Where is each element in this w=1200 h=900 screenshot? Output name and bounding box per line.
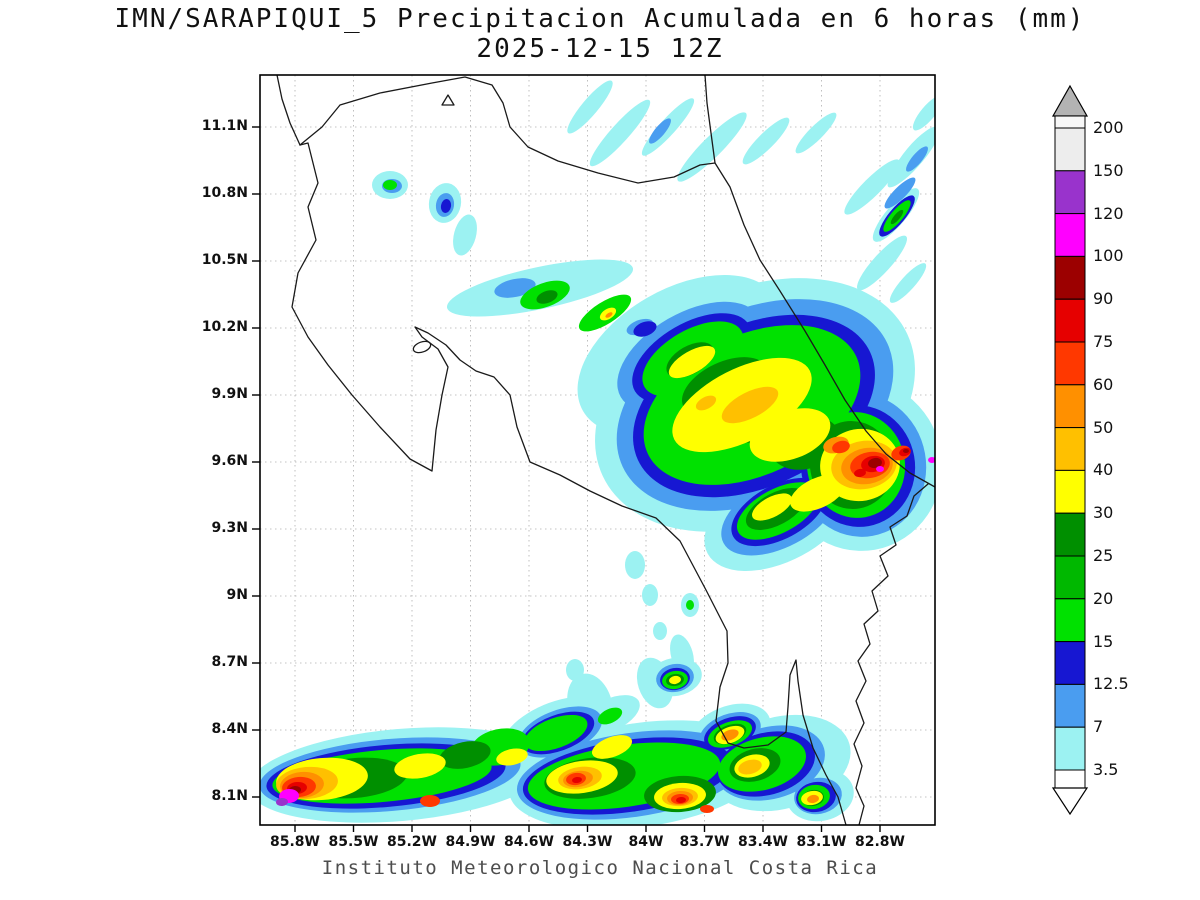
colorbar-tick-label: 75	[1093, 332, 1114, 351]
lon-tick-label: 84.6W	[504, 834, 554, 850]
lat-tick-label: 9.3N	[211, 520, 248, 536]
colorbar-tick-label: 30	[1093, 503, 1114, 523]
map-frame	[259, 74, 936, 826]
lat-tick-label: 11.1N	[201, 118, 248, 134]
lat-tick-label: 9.9N	[211, 386, 248, 402]
lon-tick-label: 84.9W	[445, 834, 496, 850]
panama-border	[853, 483, 929, 825]
volcano-marker-icon	[441, 94, 455, 106]
colorbar-tick-label: 100	[1093, 246, 1124, 266]
colorbar-tick-label: 90	[1093, 289, 1114, 309]
footer-credit: Instituto Meteorologico Nacional Costa R…	[321, 857, 879, 879]
title-block: IMN/SARAPIQUI_5 Precipitacion Acumulada …	[0, 4, 1200, 64]
lat-tick-label: 10.5N	[201, 252, 248, 268]
nicaragua-caribbean-coast	[704, 75, 716, 164]
lon-tick-label: 84.3W	[562, 834, 613, 850]
colorbar-tick-label: 120	[1093, 203, 1124, 223]
colorbar-tick-label: 12.5	[1093, 674, 1129, 694]
lat-tick-label: 9.6N	[211, 453, 248, 469]
lat-tick-label: 10.2N	[201, 319, 248, 335]
gulf-island	[412, 340, 432, 354]
coastline	[276, 75, 935, 825]
lon-tick-label: 83.4W	[738, 834, 788, 850]
colorbar-tick-label: 25	[1093, 546, 1114, 565]
colorbar-tick-label: 7	[1093, 717, 1104, 737]
colorbar-tick-label: 60	[1093, 374, 1114, 394]
colorbar-tick-label: 3.5	[1093, 760, 1119, 779]
lat-tick-label: 9N	[226, 587, 248, 603]
precipitation-field	[260, 80, 935, 825]
chart-subtitle: 2025-12-15 12Z	[476, 34, 724, 64]
colorbar-tick-label: 40	[1093, 460, 1114, 480]
lon-tick-label: 82.8W	[855, 834, 905, 850]
colorbar-tick-label: 15	[1093, 631, 1114, 651]
map-plot	[252, 74, 936, 832]
nicaragua-pacific-coast	[276, 75, 301, 146]
colorbar-tick-label: 200	[1093, 118, 1124, 137]
lat-tick-label: 10.8N	[201, 185, 248, 201]
pacific-coast	[291, 142, 847, 825]
colorbar	[1051, 84, 1089, 816]
chart-title: IMN/SARAPIQUI_5 Precipitacion Acumulada …	[114, 4, 1086, 34]
lat-tick-label: 8.4N	[211, 721, 248, 737]
lon-tick-label: 83.1W	[796, 834, 847, 850]
lon-tick-label: 84W	[628, 834, 664, 850]
colorbar-tick-label: 150	[1093, 160, 1124, 180]
lon-tick-label: 85.8W	[270, 834, 320, 850]
lon-tick-label: 85.2W	[387, 834, 437, 850]
axis-ticks	[252, 126, 881, 832]
colorbar-tick-label: 50	[1093, 417, 1114, 437]
lon-tick-label: 85.5W	[328, 834, 379, 850]
lon-tick-label: 83.7W	[679, 834, 730, 850]
lat-tick-label: 8.1N	[211, 788, 248, 804]
coastline-north-caribbean	[299, 76, 935, 488]
lat-tick-label: 8.7N	[211, 654, 248, 670]
colorbar-tick-label: 20	[1093, 588, 1114, 608]
